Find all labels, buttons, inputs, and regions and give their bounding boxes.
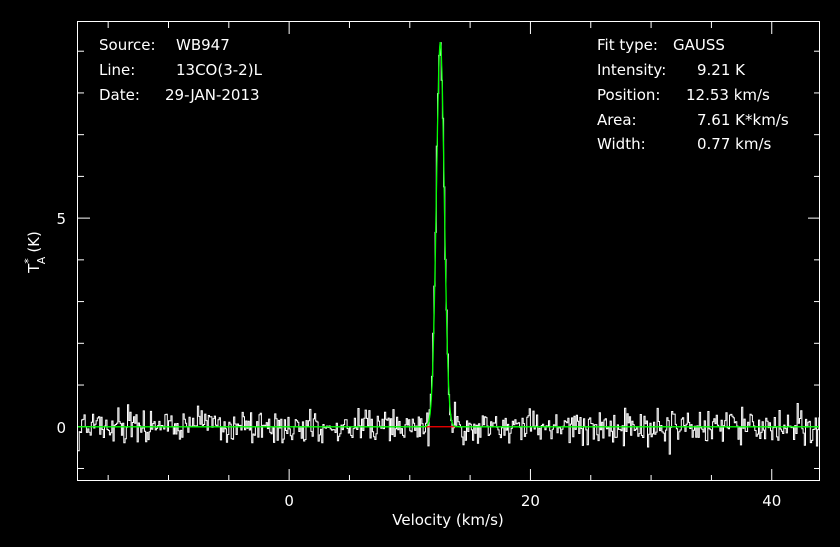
y-axis-label: T*A (K) xyxy=(22,231,48,274)
info-right: Fit type: GAUSS Intensity: 9.21 K Positi… xyxy=(597,36,789,153)
info-line-key: Line: xyxy=(99,61,135,79)
x-tick-label-40: 40 xyxy=(762,492,781,510)
fit-intensity-value: 9.21 K xyxy=(697,61,746,79)
fit-width-value: 0.77 km/s xyxy=(697,135,772,153)
fit-type-key: Fit type: xyxy=(597,36,658,54)
info-source-value: WB947 xyxy=(176,36,230,54)
info-left: Source: WB947 Line: 13CO(3-2)L Date: 29-… xyxy=(99,36,263,104)
fit-intensity-key: Intensity: xyxy=(597,61,666,79)
x-axis-label: Velocity (km/s) xyxy=(392,511,503,529)
y-axis-label-sub: A xyxy=(35,256,48,264)
fit-area-key: Area: xyxy=(597,111,637,129)
x-tick-label-0: 0 xyxy=(284,492,294,510)
gaussian-fit-line xyxy=(78,41,820,428)
y-axis-label-symbol: T xyxy=(25,263,43,274)
fit-type-value: GAUSS xyxy=(673,36,725,54)
y-axis-label-unit: (K) xyxy=(25,231,43,253)
plot-frame xyxy=(77,21,820,481)
info-line-value: 13CO(3-2)L xyxy=(176,61,263,79)
fit-area-value: 7.61 K*km/s xyxy=(697,111,789,129)
info-date-value: 29-JAN-2013 xyxy=(165,86,260,104)
info-source-key: Source: xyxy=(99,36,156,54)
fit-width-key: Width: xyxy=(597,135,646,153)
y-tick-label-5: 5 xyxy=(56,210,66,228)
data-layer xyxy=(78,41,820,455)
fit-position-key: Position: xyxy=(597,86,660,104)
axis-ticks xyxy=(78,22,820,481)
y-axis-label-sup: * xyxy=(22,258,35,264)
fit-position-value: 12.53 km/s xyxy=(686,86,770,104)
y-tick-label-0: 0 xyxy=(56,419,66,437)
x-tick-label-20: 20 xyxy=(521,492,540,510)
info-date-key: Date: xyxy=(99,86,140,104)
